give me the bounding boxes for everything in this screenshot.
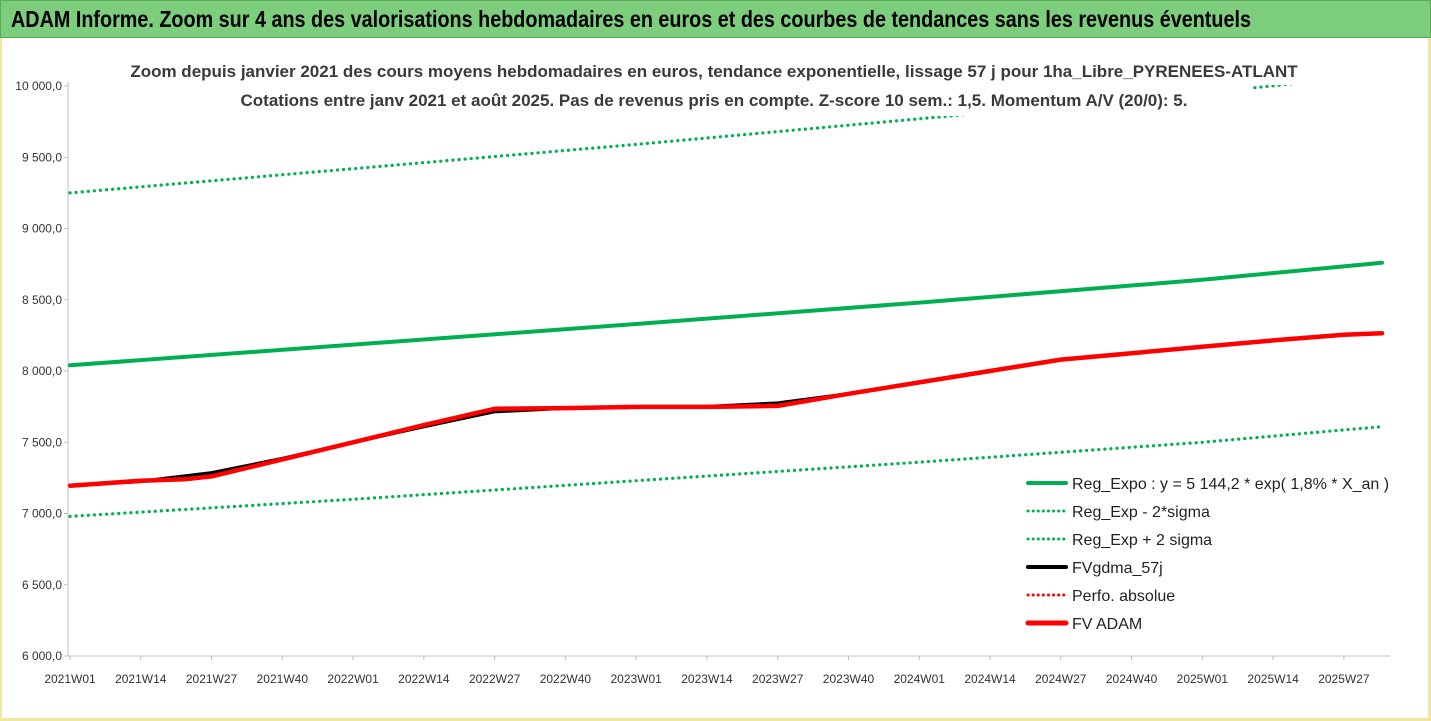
legend-label-0: Reg_Expo : y = 5 144,2 * exp( 1,8% * X_a… bbox=[1072, 476, 1389, 493]
legend: Reg_Expo : y = 5 144,2 * exp( 1,8% * X_a… bbox=[1020, 468, 1390, 638]
chart-title: Zoom depuis janvier 2021 des cours moyen… bbox=[130, 62, 1298, 81]
chart-frame bbox=[0, 38, 1431, 721]
x-tick-label: 2023W01 bbox=[610, 672, 662, 686]
y-tick-label: 6 500,0 bbox=[22, 578, 62, 592]
x-tick-label: 2025W14 bbox=[1247, 672, 1299, 686]
y-tick-label: 10 000,0 bbox=[15, 79, 62, 93]
x-tick-label: 2023W40 bbox=[823, 672, 875, 686]
report-title: ADAM Informe. Zoom sur 4 ans des valoris… bbox=[11, 6, 1251, 32]
legend-label-3: FVgdma_57j bbox=[1072, 560, 1163, 577]
x-tick-label: 2022W40 bbox=[540, 672, 592, 686]
x-tick-label: 2025W27 bbox=[1318, 672, 1370, 686]
series-line-0 bbox=[68, 260, 1384, 368]
series-line-5 bbox=[68, 330, 1385, 488]
x-tick-label: 2022W27 bbox=[469, 672, 521, 686]
title-layer: Zoom depuis janvier 2021 des cours moyen… bbox=[130, 56, 1298, 116]
y-tick-label: 9 500,0 bbox=[22, 150, 62, 164]
y-tick-label: 8 000,0 bbox=[22, 364, 62, 378]
x-tick-label: 2021W01 bbox=[44, 672, 96, 686]
chart-subtitle: Cotations entre janv 2021 et août 2025. … bbox=[241, 91, 1188, 110]
y-tick-label: 6 000,0 bbox=[22, 649, 62, 663]
y-tick-label: 7 500,0 bbox=[22, 435, 62, 449]
x-tick-label: 2023W27 bbox=[752, 672, 804, 686]
x-tick-label: 2021W14 bbox=[115, 672, 167, 686]
x-tick-label: 2023W14 bbox=[681, 672, 733, 686]
x-tick-label: 2022W14 bbox=[398, 672, 450, 686]
legend-label-5: FV ADAM bbox=[1072, 616, 1142, 633]
x-tick-label: 2024W27 bbox=[1035, 672, 1087, 686]
x-tick-label: 2025W01 bbox=[1177, 672, 1229, 686]
x-tick-label: 2024W01 bbox=[894, 672, 946, 686]
report-banner: ADAM Informe. Zoom sur 4 ans des valoris… bbox=[0, 0, 1431, 38]
series-layer bbox=[68, 85, 1385, 519]
y-tick-label: 9 000,0 bbox=[22, 222, 62, 236]
x-tick-label: 2021W27 bbox=[186, 672, 238, 686]
x-tick-label: 2024W40 bbox=[1106, 672, 1158, 686]
y-tick-label: 7 000,0 bbox=[22, 507, 62, 521]
axes: 6 000,0 6 500,0 7 000,0 7 500,0 8 000,0 8 500… bbox=[15, 79, 1390, 686]
legend-label-4: Perfo. absolue bbox=[1072, 588, 1175, 605]
y-tick-label: 8 500,0 bbox=[22, 293, 62, 307]
x-tick-label: 2021W40 bbox=[257, 672, 309, 686]
x-tick-label: 2024W14 bbox=[964, 672, 1016, 686]
series-line-1 bbox=[68, 425, 1384, 519]
legend-label-1: Reg_Exp - 2*sigma bbox=[1072, 504, 1210, 521]
x-tick-label: 2022W01 bbox=[327, 672, 379, 686]
series-line-2 bbox=[68, 85, 1297, 195]
legend-label-2: Reg_Exp + 2 sigma bbox=[1072, 532, 1212, 549]
legend-background bbox=[1020, 468, 1390, 638]
title-background bbox=[175, 56, 1253, 116]
